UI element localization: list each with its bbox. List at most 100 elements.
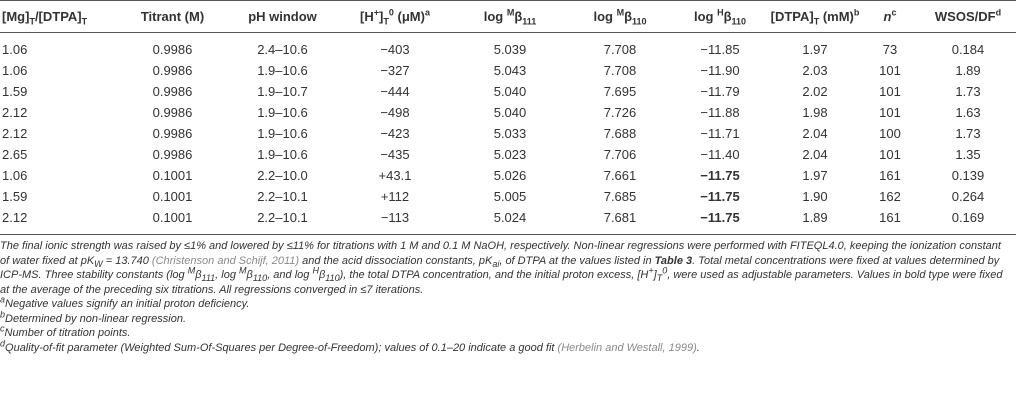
text: 0.9986: [152, 126, 193, 141]
table-cell: 1.9–10.6: [225, 123, 340, 144]
text: log: [693, 9, 718, 24]
table-cell: 2.12: [0, 207, 120, 235]
text: 1.98: [802, 105, 828, 120]
text: 2.04: [802, 126, 828, 141]
text: 5.023: [493, 147, 527, 162]
text: , were used as adjustable parameters. Va…: [0, 269, 1003, 296]
text: [H: [360, 9, 374, 24]
text: β: [195, 269, 202, 281]
text: −11.40: [700, 147, 740, 162]
text: −423: [380, 126, 410, 141]
table-cell: 5.026: [450, 165, 570, 186]
text: 0.184: [951, 42, 985, 57]
text: Titrant (M): [140, 9, 205, 24]
citation: (Herbelin and Westall, 1999): [557, 341, 697, 354]
table-cell: 1.90: [770, 186, 860, 207]
table-cell: 5.039: [450, 33, 570, 61]
table-cell: 7.661: [570, 165, 670, 186]
text-sub: 111: [522, 16, 537, 27]
table-cell: 2.04: [770, 123, 860, 144]
text: 101: [879, 84, 901, 99]
text: 1.59: [2, 84, 28, 99]
text: 2.65: [2, 147, 28, 162]
table-row: 1.59 0.1001 2.2–10.1 +112 5.005 7.685 −11.75 1.…: [0, 186, 1016, 207]
table-cell: 7.695: [570, 81, 670, 102]
text: 1.9–10.6: [257, 105, 308, 120]
table-row: 2.12 0.9986 1.9–10.6 −498 5.040 7.726 −11.88 1.…: [0, 102, 1016, 123]
table-cell: 1.73: [920, 123, 1016, 144]
text: 0.139: [951, 168, 985, 183]
text: 1.63: [955, 105, 981, 120]
text: 0.9986: [152, 147, 193, 162]
table-cell: −11.79: [670, 81, 770, 102]
text: 7.706: [603, 147, 637, 162]
text-sup: b: [853, 7, 860, 18]
text: 1.73: [955, 126, 981, 141]
text-sup: b: [0, 308, 6, 319]
text: 162: [879, 189, 901, 204]
table-cell: 73: [860, 33, 920, 61]
text: Number of titration points.: [4, 327, 131, 339]
table-cell: −11.88: [670, 102, 770, 123]
table-cell: −11.40: [670, 144, 770, 165]
table-cell: 5.033: [450, 123, 570, 144]
text: log: [593, 9, 617, 24]
table-cell: 7.685: [570, 186, 670, 207]
table-cell: −11.75: [670, 207, 770, 235]
table-cell: −327: [340, 60, 450, 81]
table-body: 1.06 0.9986 2.4–10.6 −403 5.039 7.708 −11.85 1.…: [0, 33, 1016, 235]
text-sub: 111: [201, 273, 216, 284]
table-cell: 1.35: [920, 144, 1016, 165]
text: 5.043: [493, 63, 527, 78]
table-row: 2.12 0.9986 1.9–10.6 −423 5.033 7.688 −11.71 2.…: [0, 123, 1016, 144]
text: 2.03: [802, 63, 828, 78]
table-cell: 100: [860, 123, 920, 144]
column-header: log Mβ110: [570, 0, 670, 33]
table-cell: +43.1: [340, 165, 450, 186]
text: , log: [215, 269, 240, 281]
text: −11.90: [700, 63, 740, 78]
text: 7.685: [603, 189, 637, 204]
table-cell: 5.024: [450, 207, 570, 235]
text-sup: M: [506, 7, 515, 18]
text: 0.1001: [152, 210, 193, 225]
text: β: [246, 269, 253, 281]
table-cell: 2.4–10.6: [225, 33, 340, 61]
text: 161: [879, 168, 901, 183]
text: −11.85: [700, 42, 740, 57]
text: , of DTPA at the values listed in: [499, 254, 655, 267]
table-cell: 1.73: [920, 81, 1016, 102]
text: −11.79: [700, 84, 740, 99]
text: 2.12: [2, 126, 28, 141]
text-italic: n: [883, 9, 892, 24]
text-sup: 0: [662, 265, 668, 276]
table-cell: −11.71: [670, 123, 770, 144]
text: 101: [879, 147, 901, 162]
table-cell: 0.264: [920, 186, 1016, 207]
table-cell: 0.184: [920, 33, 1016, 61]
table-cell: 0.9986: [120, 123, 225, 144]
text: 73: [882, 42, 898, 57]
text: 1.97: [802, 168, 828, 183]
column-header: pH window: [225, 0, 340, 33]
text: −498: [380, 105, 410, 120]
footnote: dQuality-of-fit parameter (Weighted Sum-…: [0, 338, 1010, 356]
text: 7.708: [603, 42, 637, 57]
text: 2.2–10.1: [257, 189, 308, 204]
text: WSOS/DF: [934, 9, 996, 24]
table-cell: −113: [340, 207, 450, 235]
table-cell: 1.9–10.7: [225, 81, 340, 102]
table-cell: 7.708: [570, 33, 670, 61]
table-cell: 2.04: [770, 144, 860, 165]
text: 0.264: [951, 189, 985, 204]
table-row: 1.06 0.9986 2.4–10.6 −403 5.039 7.708 −11.85 1.…: [0, 33, 1016, 61]
text: Negative values signify an initial proto…: [5, 298, 250, 310]
text: = 13.740: [102, 254, 152, 267]
footnote: aNegative values signify an initial prot…: [0, 294, 1010, 312]
text-sup: H: [717, 7, 724, 18]
text: 1.9–10.6: [257, 63, 308, 78]
text-sub: 110: [632, 16, 647, 27]
text-sup: a: [0, 294, 6, 305]
table-row: 1.59 0.9986 1.9–10.7 −444 5.040 7.695 −11.79 2.…: [0, 81, 1016, 102]
table-cell: 5.040: [450, 102, 570, 123]
